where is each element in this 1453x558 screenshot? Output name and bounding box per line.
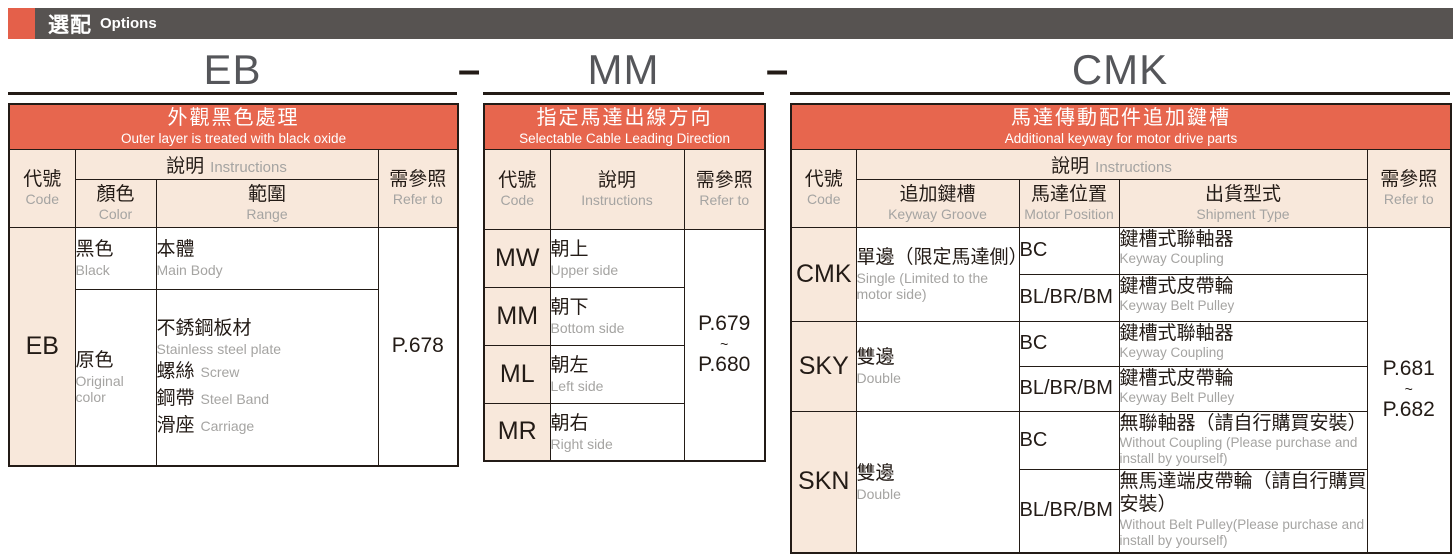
eb-code-cell: EB <box>8 226 76 467</box>
eb-header-instructions: 說明 Instructions <box>74 148 379 180</box>
table-row: BL/BR/BM 無馬達端皮帶輪（請自行購買安裝） Without Belt P… <box>791 468 1451 554</box>
eb-header-code: 代號 Code <box>8 148 76 228</box>
table-row: MR 朝右 Right side <box>483 402 765 462</box>
section-title-zh: 選配 <box>48 13 92 37</box>
eb-original-color-cell: 原色 Original color <box>74 288 157 467</box>
mm-option-code-title: MM <box>483 48 764 95</box>
cmk-motor-cell: BL/BR/BM <box>1018 365 1120 412</box>
cmk-code-cell-skn: SKN <box>790 410 857 554</box>
accent-square <box>8 8 35 39</box>
eb-black-range-cell: 本體 Main Body <box>155 226 379 290</box>
cmk-header-code: 代號 Code <box>790 148 857 228</box>
table-row: CMK 單邊（限定馬達側） Single (Limited to the mot… <box>790 226 1452 554</box>
eb-header-range-en: Range <box>246 205 288 222</box>
mm-code-cell-mw: MW <box>483 228 551 288</box>
cmk-ship-cell: 無馬達端皮帶輪（請自行購買安裝） Without Belt Pulley(Ple… <box>1118 468 1368 554</box>
cmk-motor-cell: BC <box>1018 410 1120 470</box>
eb-header-refer-zh: 需參照 <box>389 168 447 190</box>
cmk-keyway-cell-sky: 雙邊 Double <box>855 320 1020 412</box>
mm-banner: 指定馬達出線方向 Selectable Cable Leading Direct… <box>483 103 766 150</box>
table-row: ML 朝左 Left side <box>483 344 765 404</box>
eb-header-refer: 需參照 Refer to <box>377 148 459 228</box>
table-row: BL/BR/BM 鍵槽式皮帶輪 Keyway Belt Pulley <box>791 273 1451 322</box>
cmk-motor-cell: BC <box>1018 226 1120 275</box>
eb-refer-cell: P.678 <box>377 226 459 467</box>
cmk-motor-cell: BC <box>1018 320 1120 367</box>
cmk-section: CMK 馬達傳動配件追加鍵槽 Additional keyway for mot… <box>790 48 1452 554</box>
eb-header-color: 顏色 Color <box>74 178 157 228</box>
cmk-keyway-cell-skn: 雙邊 Double <box>855 410 1020 554</box>
eb-header-instructions-zh: 說明 <box>166 155 205 177</box>
cmk-ship-cell: 鍵槽式聯軸器 Keyway Coupling <box>1118 226 1368 275</box>
section-title-en: Options <box>100 15 157 32</box>
eb-banner: 外觀黑色處理 Outer layer is treated with black… <box>8 103 459 150</box>
title-dash-2: – <box>766 48 789 92</box>
eb-header-instructions-en: Instructions <box>210 158 287 176</box>
eb-header-color-zh: 顏色 <box>96 183 135 205</box>
table-row: SKY 雙邊 Double BC 鍵槽式聯軸器 Keyway Coupling <box>790 320 1451 412</box>
mm-code-cell-ml: ML <box>483 344 551 404</box>
cmk-code-cell-cmk: CMK <box>790 226 857 322</box>
cmk-header-keyway: 追加鍵槽 Keyway Groove <box>855 178 1020 228</box>
table-row: MM 朝下 Bottom side <box>483 286 765 346</box>
mm-section: MM 指定馬達出線方向 Selectable Cable Leading Dir… <box>483 48 767 462</box>
mm-banner-zh: 指定馬達出線方向 <box>536 107 713 130</box>
eb-header-refer-en: Refer to <box>392 190 443 207</box>
cmk-header-refer: 需參照 Refer to <box>1366 148 1452 228</box>
cmk-table: 馬達傳動配件追加鍵槽 Additional keyway for motor d… <box>790 103 1452 554</box>
eb-banner-en: Outer layer is treated with black oxide <box>120 131 347 147</box>
eb-header-range-zh: 範圍 <box>247 183 286 205</box>
mm-banner-en: Selectable Cable Leading Direction <box>519 131 730 147</box>
cmk-ship-cell: 鍵槽式皮帶輪 Keyway Belt Pulley <box>1118 273 1368 322</box>
eb-header-code-en: Code <box>25 190 59 207</box>
table-row: SKN 雙邊 Double BC 無聯軸器（請自行購買安裝） Without C… <box>790 410 1451 554</box>
mm-header-code: 代號 Code <box>483 148 551 230</box>
eb-option-code-title: EB <box>8 48 457 95</box>
mm-table: 指定馬達出線方向 Selectable Cable Leading Direct… <box>483 103 767 462</box>
table-row: EB 黑色 Black 本體 Main Body P.678 <box>8 226 459 467</box>
table-row: 原色 Original color 不銹鋼板材 Stainless steel … <box>9 288 458 467</box>
eb-header-range: 範圍 Range <box>155 178 379 228</box>
title-dash-1: – <box>458 48 481 92</box>
mm-refer-cell: P.679 ~ P.680 <box>683 228 766 462</box>
cmk-header-shipment: 出貨型式 Shipment Type <box>1118 178 1368 228</box>
mm-code-cell-mm: MM <box>483 286 551 346</box>
cmk-banner: 馬達傳動配件追加鍵槽 Additional keyway for motor d… <box>790 103 1452 150</box>
mm-desc-cell-mm: 朝下 Bottom side <box>549 286 685 346</box>
mm-code-cell-mr: MR <box>483 402 551 462</box>
eb-table: 外觀黑色處理 Outer layer is treated with black… <box>8 103 460 467</box>
cmk-keyway-cell-cmk: 單邊（限定馬達側） Single (Limited to the motor s… <box>855 226 1020 322</box>
cmk-ship-cell: 鍵槽式皮帶輪 Keyway Belt Pulley <box>1118 365 1368 412</box>
cmk-option-code-title: CMK <box>790 48 1450 95</box>
cmk-code-cell-sky: SKY <box>790 320 857 412</box>
eb-original-range-cell: 不銹鋼板材 Stainless steel plate 螺絲 Screw 鋼帶 St… <box>155 288 379 467</box>
eb-header-code-zh: 代號 <box>23 168 62 190</box>
eb-header-color-en: Color <box>98 205 133 222</box>
mm-desc-cell-mw: 朝上 Upper side <box>549 228 685 288</box>
eb-black-color-cell: 黑色 Black <box>74 226 157 290</box>
cmk-header-instructions: 說明 Instructions <box>855 148 1368 180</box>
cmk-motor-cell: BL/BR/BM <box>1018 468 1120 554</box>
cmk-ship-cell: 鍵槽式聯軸器 Keyway Coupling <box>1118 320 1368 367</box>
table-row: MW 朝上 Upper side P.679 ~ P.680 <box>483 228 766 462</box>
cmk-header-motor: 馬達位置 Motor Position <box>1018 178 1120 228</box>
section-header-bar: 選配 Options <box>8 8 1453 39</box>
eb-section: EB 外觀黑色處理 Outer layer is treated with bl… <box>8 48 460 467</box>
cmk-banner-zh: 馬達傳動配件追加鍵槽 <box>1011 107 1231 130</box>
mm-header-instructions: 說明 Instructions <box>549 148 685 230</box>
cmk-banner-en: Additional keyway for motor drive parts <box>1004 131 1238 147</box>
mm-header-refer: 需參照 Refer to <box>683 148 766 230</box>
mm-desc-cell-ml: 朝左 Left side <box>549 344 685 404</box>
mm-desc-cell-mr: 朝右 Right side <box>549 402 685 462</box>
cmk-ship-cell: 無聯軸器（請自行購買安裝） Without Coupling (Please p… <box>1118 410 1368 470</box>
cmk-motor-cell: BL/BR/BM <box>1018 273 1120 322</box>
eb-banner-zh: 外觀黑色處理 <box>167 107 300 130</box>
cmk-refer-cell: P.681 ~ P.682 <box>1366 226 1452 554</box>
